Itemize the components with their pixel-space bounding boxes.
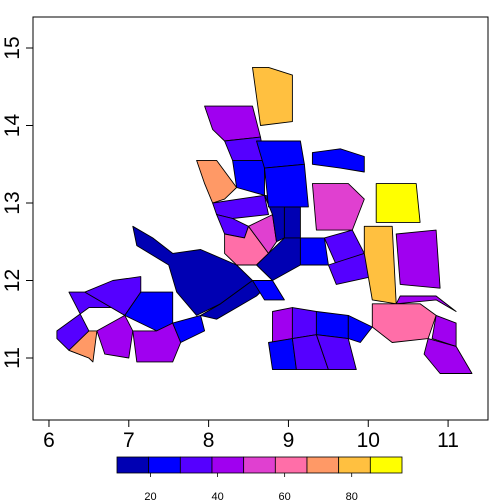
region-24 [264, 163, 309, 208]
legend-swatch-4 [211, 456, 245, 474]
region-22 [299, 237, 329, 266]
legend-swatch-7 [306, 456, 340, 474]
map-regions [56, 66, 473, 374]
region-42 [315, 334, 357, 371]
region-27 [311, 183, 365, 231]
region-20 [283, 206, 301, 239]
y-tick-label-14: 14 [1, 114, 24, 138]
legend-label-20: 20 [144, 491, 156, 503]
region-32 [395, 229, 441, 289]
legend-swatch-8 [338, 456, 371, 474]
legend-swatch-6 [274, 456, 308, 474]
region-23 [256, 140, 305, 169]
legend-swatch-2 [148, 456, 181, 474]
region-43 [347, 314, 373, 343]
region-34 [371, 303, 437, 343]
y-tick-label-13: 13 [1, 191, 24, 214]
region-5 [96, 314, 134, 359]
legend-label-60: 60 [279, 491, 291, 503]
region-7 [172, 314, 206, 343]
legend-swatch-9 [369, 456, 403, 474]
x-axis: 6 7 8 9 10 11 [43, 420, 459, 452]
color-legend: 20 40 60 80 [116, 456, 403, 503]
legend-label-80: 80 [346, 491, 358, 503]
region-26 [311, 148, 365, 173]
region-31 [363, 225, 397, 305]
legend-swatch-3 [179, 456, 213, 474]
legend-label-40: 40 [211, 491, 223, 503]
region-15 [212, 194, 269, 219]
region-16 [216, 214, 249, 239]
legend-swatch-1 [116, 456, 150, 474]
region-36 [423, 338, 473, 374]
legend-swatch-5 [243, 456, 276, 474]
x-tick-label-8: 8 [203, 429, 215, 452]
x-tick-label-6: 6 [43, 429, 55, 452]
x-tick-label-9: 9 [283, 429, 295, 452]
region-37 [272, 307, 293, 343]
region-30 [375, 183, 421, 223]
region-38 [268, 338, 297, 371]
region-12 [196, 159, 238, 204]
y-tick-label-11: 11 [1, 347, 24, 369]
region-41 [315, 311, 349, 340]
region-14 [232, 159, 265, 196]
y-tick-label-15: 15 [1, 36, 24, 59]
y-axis: 11 12 13 14 15 [1, 36, 33, 369]
region-33 [395, 295, 457, 312]
x-tick-label-7: 7 [123, 429, 135, 452]
region-3 [68, 330, 98, 363]
region-10 [252, 280, 285, 301]
x-tick-label-11: 11 [437, 429, 459, 452]
plot-frame [32, 16, 489, 421]
region-4 [124, 291, 174, 332]
region-11 [204, 105, 261, 142]
y-tick-label-12: 12 [1, 269, 24, 292]
region-2 [84, 276, 142, 316]
region-25 [252, 66, 293, 126]
x-tick-label-10: 10 [357, 429, 380, 452]
region-39 [291, 307, 317, 340]
